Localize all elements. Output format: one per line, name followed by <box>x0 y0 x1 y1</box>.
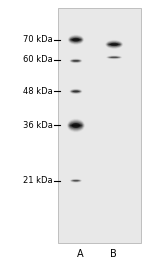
Ellipse shape <box>110 57 118 58</box>
Ellipse shape <box>72 180 80 181</box>
Ellipse shape <box>70 124 82 127</box>
Ellipse shape <box>108 56 120 58</box>
Ellipse shape <box>72 60 80 61</box>
Text: 70 kDa: 70 kDa <box>23 35 53 44</box>
Ellipse shape <box>106 41 122 48</box>
Ellipse shape <box>72 180 80 181</box>
Ellipse shape <box>72 38 80 42</box>
Ellipse shape <box>71 179 81 182</box>
Text: 36 kDa: 36 kDa <box>23 121 53 130</box>
Ellipse shape <box>108 42 121 46</box>
Ellipse shape <box>71 39 81 41</box>
Ellipse shape <box>109 44 119 45</box>
Bar <box>58 8 141 243</box>
Ellipse shape <box>108 43 120 46</box>
Ellipse shape <box>69 36 83 44</box>
Ellipse shape <box>71 124 81 127</box>
Ellipse shape <box>70 38 82 42</box>
Ellipse shape <box>71 90 81 93</box>
Ellipse shape <box>70 89 81 93</box>
Ellipse shape <box>71 179 81 182</box>
Ellipse shape <box>72 91 80 92</box>
Ellipse shape <box>109 57 119 58</box>
Ellipse shape <box>108 56 121 58</box>
Ellipse shape <box>68 121 84 130</box>
Ellipse shape <box>72 123 80 128</box>
Ellipse shape <box>69 36 83 43</box>
Ellipse shape <box>71 60 81 62</box>
Ellipse shape <box>70 59 82 63</box>
Ellipse shape <box>72 91 80 92</box>
Ellipse shape <box>109 44 120 45</box>
Ellipse shape <box>109 57 119 58</box>
Ellipse shape <box>107 56 121 59</box>
Ellipse shape <box>106 41 123 48</box>
Text: 60 kDa: 60 kDa <box>23 55 53 64</box>
Ellipse shape <box>72 180 80 182</box>
Ellipse shape <box>71 38 81 41</box>
Ellipse shape <box>70 89 82 94</box>
Ellipse shape <box>70 37 82 42</box>
Ellipse shape <box>72 91 80 92</box>
Ellipse shape <box>73 60 79 62</box>
Ellipse shape <box>68 120 84 131</box>
Ellipse shape <box>73 91 79 92</box>
Ellipse shape <box>70 123 82 128</box>
Ellipse shape <box>69 37 83 43</box>
Ellipse shape <box>107 42 121 47</box>
Text: B: B <box>110 249 117 259</box>
Ellipse shape <box>69 122 83 129</box>
Text: A: A <box>77 249 83 259</box>
Ellipse shape <box>71 90 81 93</box>
Ellipse shape <box>70 38 81 41</box>
Ellipse shape <box>72 60 80 61</box>
Text: 21 kDa: 21 kDa <box>23 176 53 185</box>
Ellipse shape <box>72 180 79 181</box>
Ellipse shape <box>71 180 81 182</box>
Ellipse shape <box>69 123 82 128</box>
Ellipse shape <box>69 121 83 129</box>
Ellipse shape <box>108 56 120 58</box>
Ellipse shape <box>71 59 81 62</box>
Ellipse shape <box>71 60 81 62</box>
Ellipse shape <box>72 60 80 62</box>
Ellipse shape <box>71 90 81 93</box>
Ellipse shape <box>72 180 80 181</box>
Ellipse shape <box>107 42 121 47</box>
Ellipse shape <box>109 57 120 58</box>
Ellipse shape <box>71 39 80 40</box>
Ellipse shape <box>71 125 81 126</box>
Ellipse shape <box>110 43 118 46</box>
Ellipse shape <box>68 120 84 131</box>
Ellipse shape <box>107 41 122 48</box>
Ellipse shape <box>72 91 80 92</box>
Ellipse shape <box>73 180 79 182</box>
Ellipse shape <box>108 43 120 46</box>
Ellipse shape <box>68 35 84 44</box>
Text: 48 kDa: 48 kDa <box>23 87 53 96</box>
Ellipse shape <box>70 59 81 62</box>
